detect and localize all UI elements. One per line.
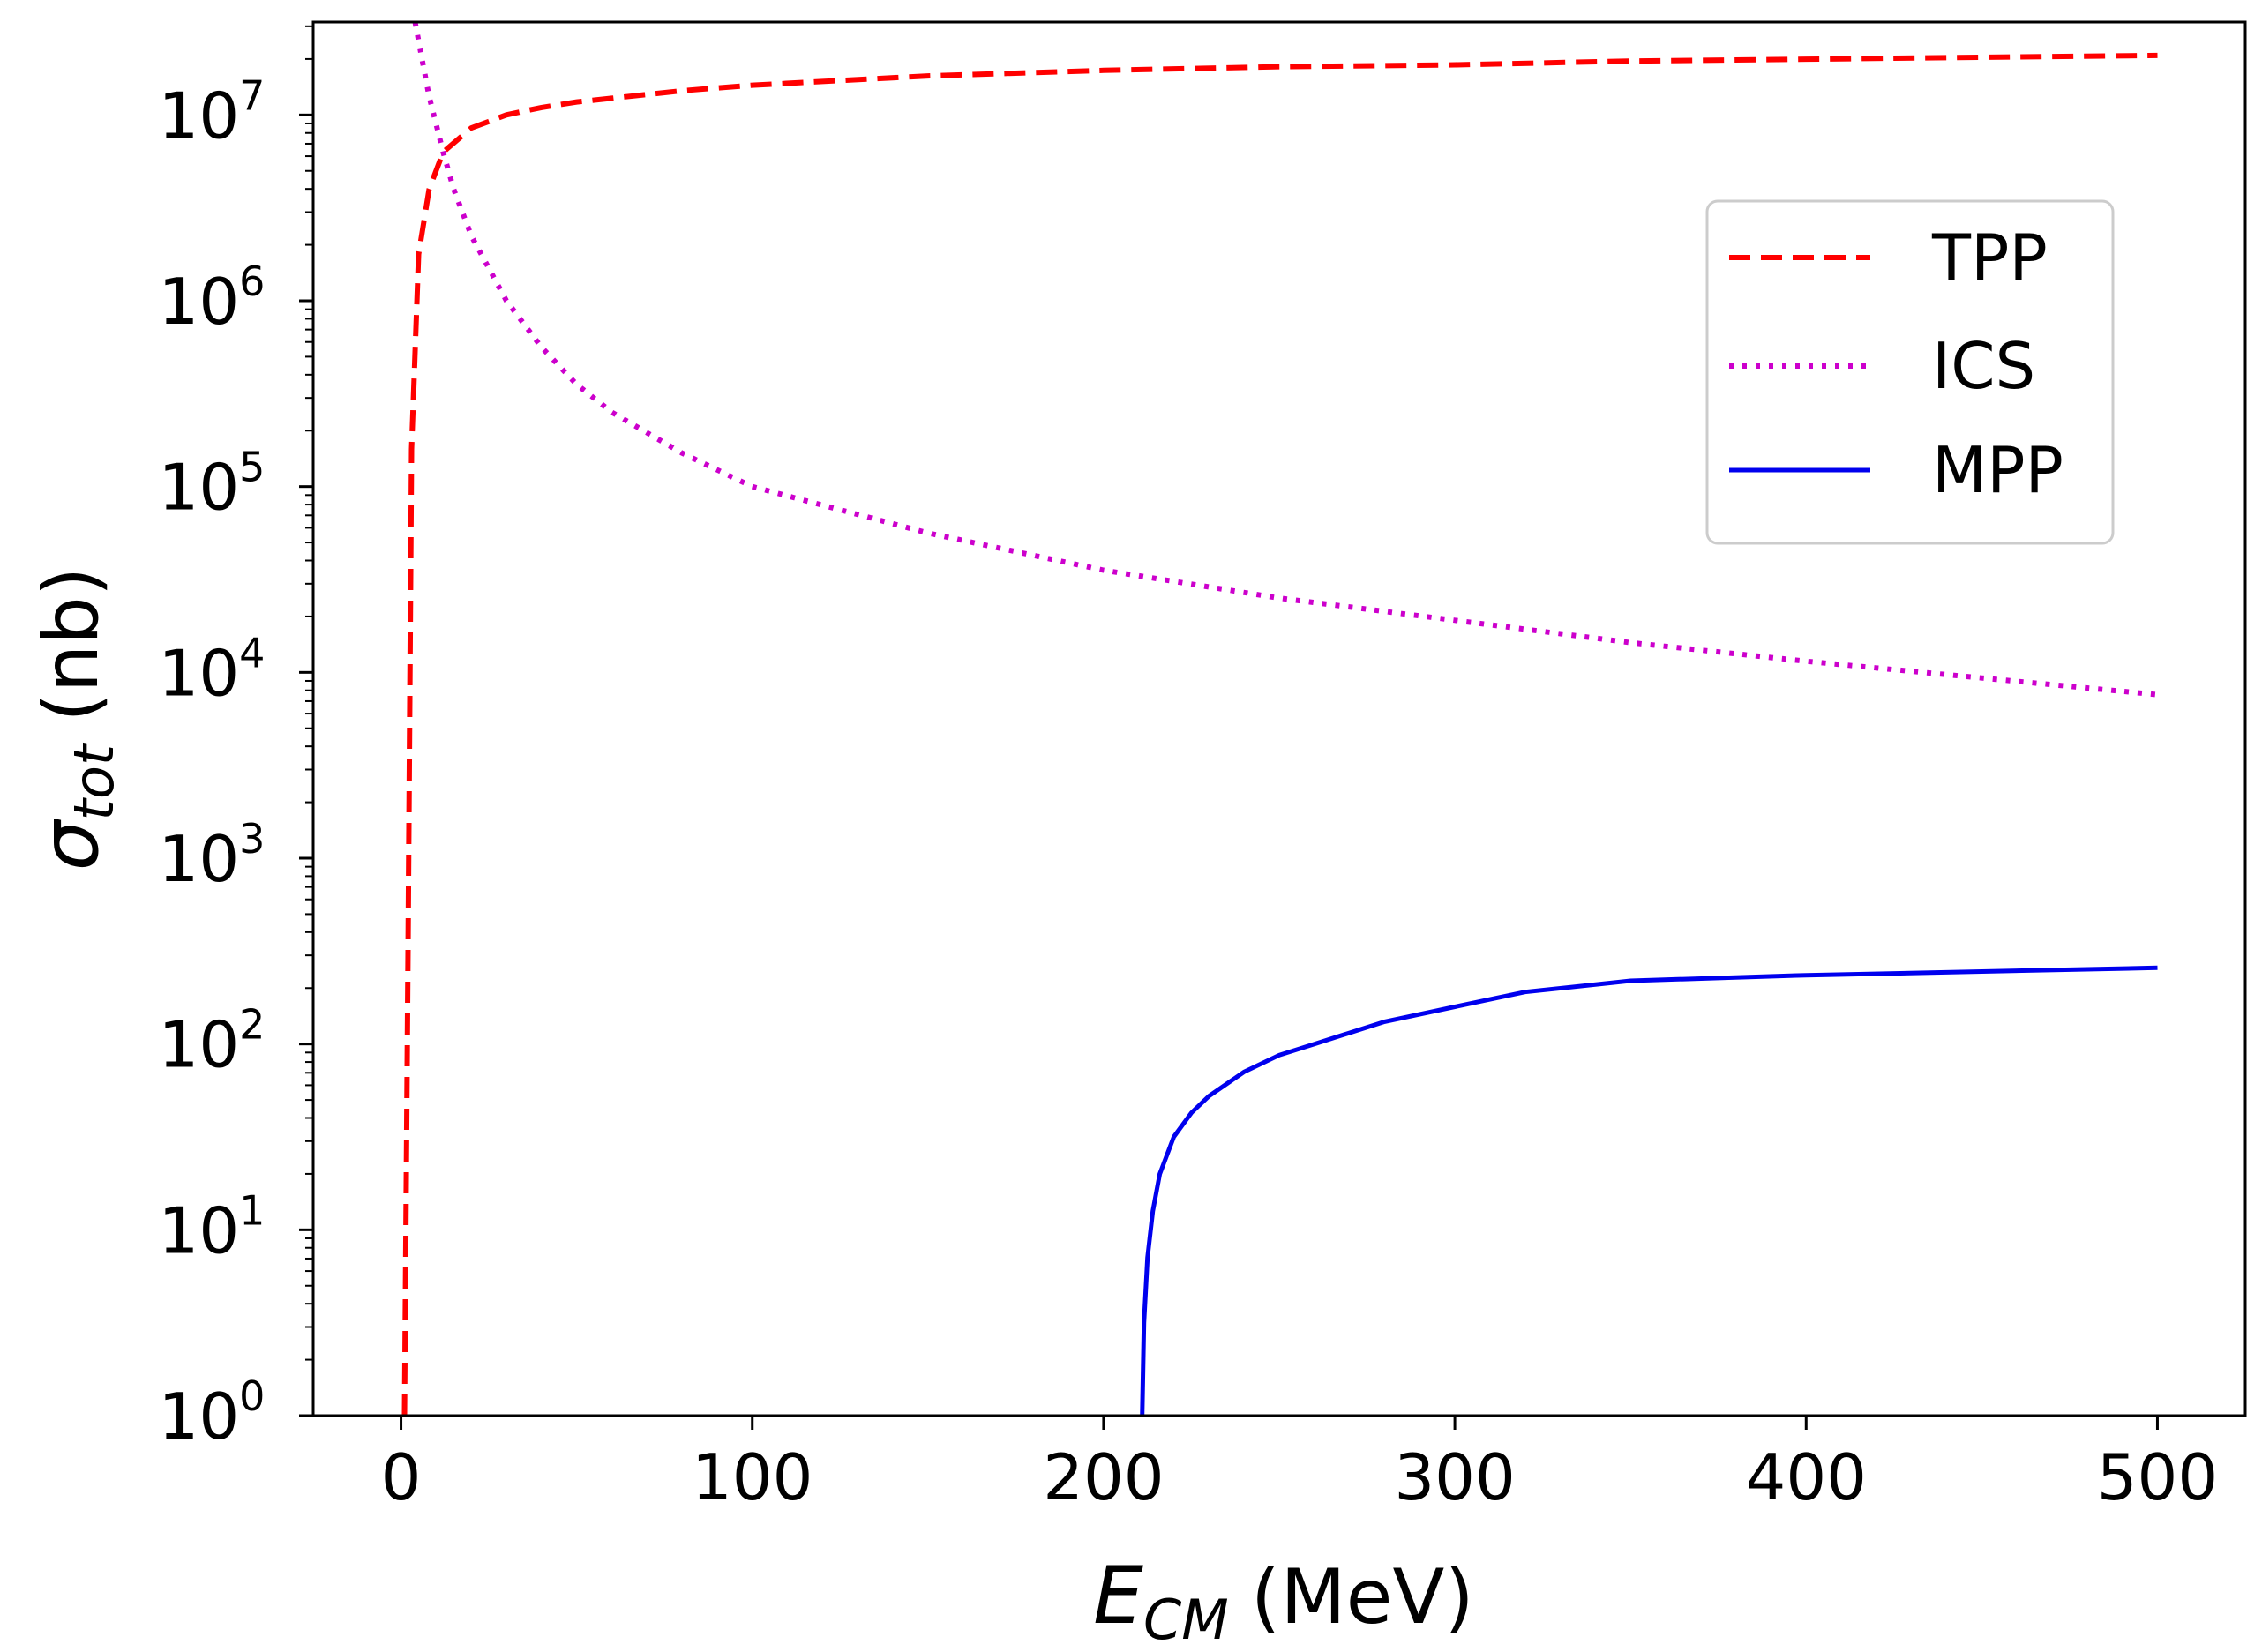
x-tick-label: 300	[1394, 1440, 1515, 1514]
y-axis-unit: (nb)	[27, 567, 116, 722]
plot-frame	[311, 20, 2247, 1417]
y-tick-label: 104	[159, 629, 266, 710]
y-tick-label: 101	[159, 1186, 266, 1267]
x-tick-label: 500	[2097, 1440, 2218, 1514]
y-axis: 100 101 102 103 104 105 106 107	[159, 25, 313, 1454]
x-tick-label: 0	[381, 1440, 422, 1514]
y-axis-subscript: tot	[62, 742, 126, 820]
series-line-ics	[412, 21, 2158, 698]
series-line-mpp	[1140, 965, 2158, 1417]
series-line-tpp	[401, 52, 2158, 1417]
legend-label-tpp: TPP	[1931, 221, 2048, 295]
x-tick-label: 200	[1043, 1440, 1164, 1514]
y-tick-label: 105	[159, 444, 266, 525]
x-axis-title: ECM (MeV)	[1093, 1550, 1474, 1652]
y-axis-symbol: σ	[24, 818, 116, 871]
x-axis-symbol: E	[1093, 1550, 1143, 1642]
x-tick-label: 400	[1746, 1440, 1867, 1514]
x-tick-label: 100	[692, 1440, 813, 1514]
legend-label-ics: ICS	[1932, 329, 2035, 403]
y-tick-label: 100	[159, 1372, 266, 1454]
x-axis-unit: (MeV)	[1251, 1553, 1474, 1641]
x-axis: 0 100 200 300 400 500	[381, 1416, 2218, 1514]
y-tick-label: 103	[159, 815, 266, 896]
y-tick-label: 107	[159, 71, 266, 153]
legend-label-mpp: MPP	[1932, 433, 2064, 507]
x-axis-subscript: CM	[1143, 1588, 1229, 1652]
y-axis-title: σtot (nb)	[24, 567, 126, 871]
series-layer	[401, 21, 2158, 1417]
legend-box	[1705, 199, 2115, 545]
y-tick-label: 106	[159, 258, 266, 339]
legend: TPP ICS MPP	[1705, 199, 2115, 545]
y-tick-label: 102	[159, 1001, 266, 1082]
